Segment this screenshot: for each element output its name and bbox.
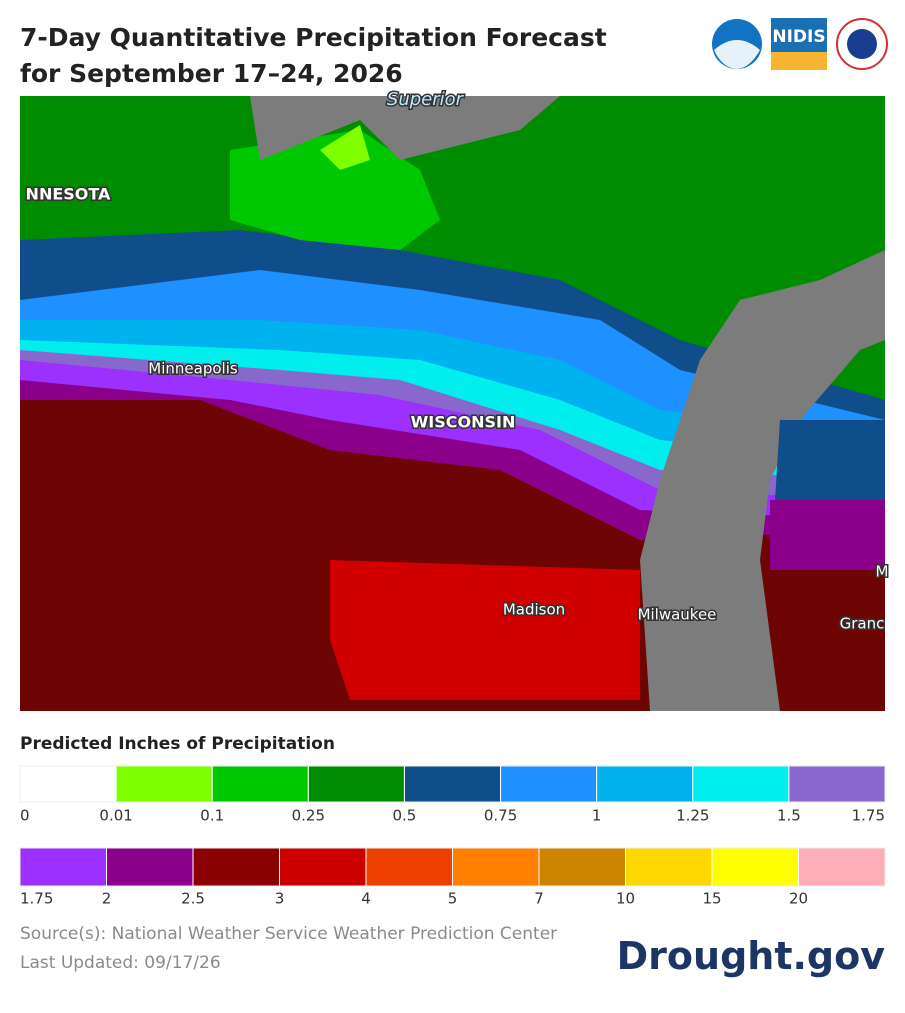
legend-title: Predicted Inches of Precipitation [20, 734, 335, 754]
band [320, 125, 370, 170]
legend-label: 1 [592, 807, 602, 825]
legend-label: 0.25 [292, 807, 325, 825]
legend-frame [19, 847, 886, 887]
legend-label: 2.5 [181, 890, 205, 908]
legend-swatch [625, 847, 713, 887]
map-label: Minneapolis [148, 360, 238, 378]
legend-swatch [192, 847, 280, 887]
legend-label: 0 [20, 807, 30, 825]
nidis-band [771, 18, 827, 52]
legend-swatch [538, 847, 626, 887]
legend-swatch [365, 847, 453, 887]
map-label: Superior [387, 89, 465, 110]
legend-swatch [106, 847, 194, 887]
last-updated: Last Updated: 09/17/26 [20, 953, 221, 973]
legend-label: 20 [789, 890, 808, 908]
red-region [330, 560, 640, 700]
legend-label: 1.5 [777, 807, 801, 825]
map-label: Madison [503, 601, 565, 619]
legend-swatch [19, 847, 107, 887]
legend-swatch [403, 765, 502, 803]
map: Superior NNESOTA Minneapolis WISCONSIN Madis… [20, 88, 890, 711]
legend-swatch [798, 847, 886, 887]
legend-label: 3 [275, 890, 285, 908]
legend-swatch [692, 765, 790, 803]
legend-label: 0.01 [99, 807, 132, 825]
legend-label: 7 [534, 890, 544, 908]
map-label: Milwaukee [638, 606, 717, 624]
legend-label: 0.1 [200, 807, 224, 825]
michigan-band [770, 500, 885, 570]
band [230, 130, 440, 250]
map-label: WISCONSIN [411, 413, 516, 432]
legend-swatch [19, 765, 117, 803]
legend-swatch [788, 765, 886, 803]
legend-label: 4 [361, 890, 371, 908]
map-label: M [876, 563, 889, 581]
legend-swatch [279, 847, 367, 887]
map-body [20, 96, 885, 711]
legend-label: 1.75 [20, 890, 53, 908]
legend-label: 0.5 [393, 807, 417, 825]
legend-label: 10 [616, 890, 635, 908]
legend-label: 2 [102, 890, 112, 908]
michigan-band [775, 420, 885, 500]
legend-swatch [452, 847, 540, 887]
legend-frame [19, 765, 886, 803]
source: Source(s): National Weather Service Weat… [20, 924, 558, 944]
legend-swatch [596, 765, 694, 803]
legend-swatch [115, 765, 213, 803]
legend-swatch [711, 847, 799, 887]
lake-superior [250, 96, 560, 160]
legend-swatch [500, 765, 598, 803]
brand: Drought.gov [616, 934, 885, 978]
legend-label: 15 [702, 890, 721, 908]
logos: NIDIS [712, 18, 888, 70]
michigan-south [780, 560, 885, 711]
lake-michigan [640, 250, 885, 711]
legend-label: 0.75 [484, 807, 517, 825]
title: 7-Day Quantitative Precipitation Forecas… [20, 23, 607, 88]
noaa-wave [714, 40, 760, 69]
legend-swatch [211, 765, 309, 803]
legend-label: 1.25 [676, 807, 709, 825]
map-labels: Superior NNESOTA Minneapolis WISCONSIN Madis… [24, 88, 890, 635]
map-label: NNESOTA [26, 185, 112, 204]
nidis-text: NIDIS [772, 27, 825, 47]
legend-label: 5 [448, 890, 458, 908]
nws-inner [847, 29, 877, 59]
legend-label: 1.75 [852, 807, 885, 825]
map-label: Granc [840, 615, 885, 633]
legend-swatch [307, 765, 405, 803]
legend: 0 0.01 0.1 0.25 0.5 0.75 1 1.25 1.5 1.75 1.75 2 2.5 3… [19, 765, 886, 908]
